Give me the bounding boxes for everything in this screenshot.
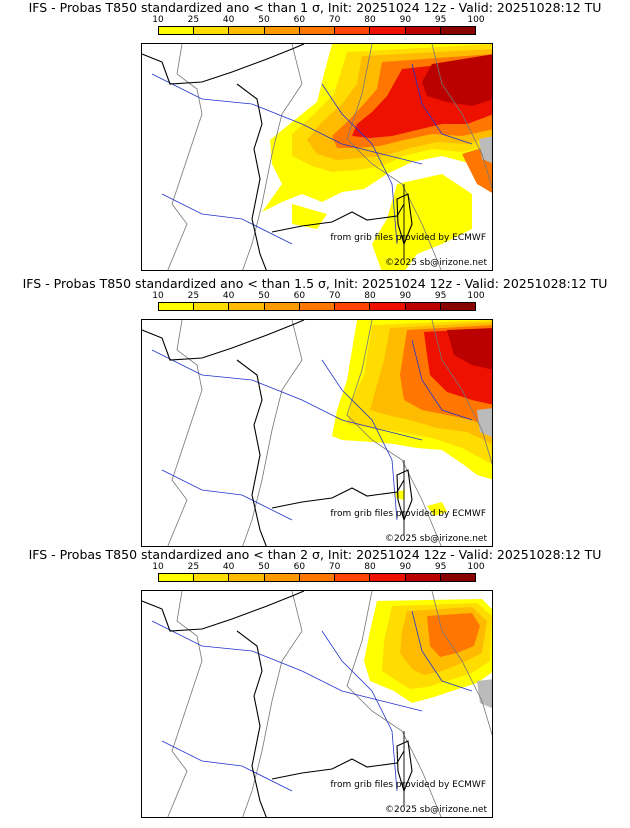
legend-tick-label: 10 xyxy=(152,291,164,301)
legend-tick-label: 80 xyxy=(364,291,376,301)
legend-swatch xyxy=(264,303,300,310)
legend-tick-label: 95 xyxy=(434,15,447,25)
color-scale-bar xyxy=(158,573,476,582)
legend-swatch xyxy=(405,574,441,581)
legend-tick-label: 60 xyxy=(293,562,306,572)
legend-tick-label: 50 xyxy=(258,562,270,572)
color-scale-labels: 10 25 40 50 60 70 80 90 95 100 xyxy=(152,562,484,573)
legend-swatch xyxy=(229,303,265,310)
legend-swatch xyxy=(370,574,406,581)
legend-tick-label: 70 xyxy=(328,562,341,572)
legend-swatch xyxy=(335,27,371,34)
credit-source: from grib files provided by ECMWF xyxy=(330,780,486,790)
rivers xyxy=(151,610,473,792)
legend-swatch xyxy=(440,303,475,310)
credit-copyright: ©2025 sb@irizone.net xyxy=(385,534,487,544)
panel-title: IFS - Probas T850 standardized ano < tha… xyxy=(28,0,602,15)
credit-source: from grib files provided by ECMWF xyxy=(330,509,486,519)
legend-swatch xyxy=(370,303,406,310)
coastline xyxy=(142,591,413,817)
legend-tick-label: 10 xyxy=(152,562,164,572)
legend-swatch xyxy=(159,303,195,310)
legend-swatch xyxy=(440,27,475,34)
color-scale-labels: 10 25 40 50 60 70 80 90 95 100 xyxy=(152,15,484,26)
legend-swatch xyxy=(299,574,336,581)
borders xyxy=(167,591,492,817)
map-panel-2: IFS - Probas T850 standardized ano < tha… xyxy=(0,276,630,548)
legend-tick-label: 90 xyxy=(399,291,412,301)
legend-tick-label: 50 xyxy=(258,15,270,25)
panel-title: IFS - Probas T850 standardized ano < tha… xyxy=(28,547,602,562)
legend-swatch xyxy=(405,27,441,34)
legend-tick-label: 95 xyxy=(434,291,447,301)
credit-source: from grib files provided by ECMWF xyxy=(330,233,486,243)
legend-tick-label: 25 xyxy=(187,15,200,25)
borders xyxy=(167,44,492,270)
rivers xyxy=(151,339,473,521)
legend-tick-label: 60 xyxy=(293,15,306,25)
rivers xyxy=(151,63,473,245)
legend-tick-label: 70 xyxy=(328,15,341,25)
coastline xyxy=(142,44,413,270)
legend-tick-label: 90 xyxy=(399,15,412,25)
legend-swatch xyxy=(159,574,195,581)
credit-copyright: ©2025 sb@irizone.net xyxy=(385,258,487,268)
map-area: from grib files provided by ECMWF ©2025 … xyxy=(141,43,493,271)
legend-swatch xyxy=(440,574,475,581)
color-scale-bar xyxy=(158,26,476,35)
legend-tick-label: 25 xyxy=(187,291,200,301)
credit-copyright: ©2025 sb@irizone.net xyxy=(385,805,487,815)
map-area: from grib files provided by ECMWF ©2025 … xyxy=(141,590,493,818)
legend-tick-label: 100 xyxy=(467,291,485,301)
probability-map xyxy=(142,320,492,546)
legend-tick-label: 95 xyxy=(434,562,447,572)
probability-shading xyxy=(262,44,492,270)
legend-swatch xyxy=(229,27,265,34)
legend-swatch xyxy=(264,574,300,581)
panel-title: IFS - Probas T850 standardized ano < tha… xyxy=(22,276,608,291)
legend-tick-label: 40 xyxy=(222,15,235,25)
legend-swatch xyxy=(194,303,230,310)
legend-tick-label: 80 xyxy=(364,562,376,572)
legend-tick-label: 40 xyxy=(222,291,235,301)
probability-map xyxy=(142,44,492,270)
legend-tick-label: 40 xyxy=(222,562,235,572)
legend-swatch xyxy=(299,303,336,310)
legend-swatch xyxy=(229,574,265,581)
color-scale-bar xyxy=(158,302,476,311)
borders xyxy=(167,320,492,546)
legend-tick-label: 100 xyxy=(467,562,485,572)
probability-shading xyxy=(332,320,492,516)
legend-tick-label: 60 xyxy=(293,291,306,301)
legend-swatch xyxy=(335,574,371,581)
legend-swatch xyxy=(299,27,336,34)
legend-tick-label: 100 xyxy=(467,15,485,25)
probability-map xyxy=(142,591,492,817)
legend-swatch xyxy=(335,303,371,310)
coastline xyxy=(142,320,413,546)
legend-tick-label: 70 xyxy=(328,291,341,301)
legend-swatch xyxy=(194,27,230,34)
legend-swatch xyxy=(405,303,441,310)
legend-tick-label: 50 xyxy=(258,291,270,301)
legend-tick-label: 10 xyxy=(152,15,164,25)
legend-swatch xyxy=(370,27,406,34)
probability-shading xyxy=(364,599,492,709)
legend-tick-label: 90 xyxy=(399,562,412,572)
map-panel-3: IFS - Probas T850 standardized ano < tha… xyxy=(0,547,630,819)
legend-swatch xyxy=(159,27,195,34)
legend-tick-label: 80 xyxy=(364,15,376,25)
legend-swatch xyxy=(264,27,300,34)
legend-swatch xyxy=(194,574,230,581)
legend-tick-label: 25 xyxy=(187,562,200,572)
map-panel-1: IFS - Probas T850 standardized ano < tha… xyxy=(0,0,630,272)
color-scale-labels: 10 25 40 50 60 70 80 90 95 100 xyxy=(152,291,484,302)
map-area: from grib files provided by ECMWF ©2025 … xyxy=(141,319,493,547)
